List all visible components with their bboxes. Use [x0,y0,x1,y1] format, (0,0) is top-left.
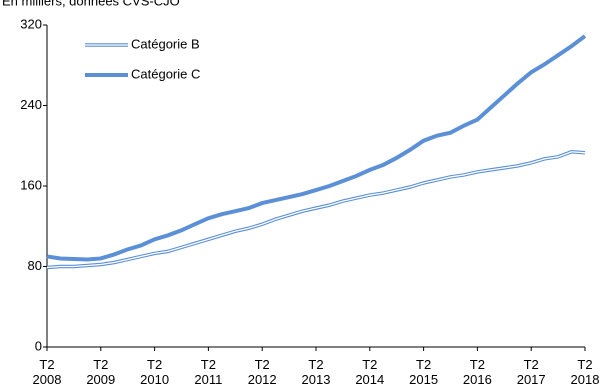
y-tick-label: 240 [20,97,42,112]
x-tick-label: T2 2009 [86,357,116,387]
y-tick-label: 160 [20,177,42,192]
y-tick-label: 0 [35,338,42,353]
x-tick-label: T2 2010 [140,357,170,387]
x-tick-label: T2 2016 [462,357,492,387]
x-tick-label: T2 2013 [301,357,331,387]
legend-label: Catégorie B [131,36,200,51]
x-tick-label: T2 2014 [355,357,385,387]
x-tick-label: T2 2011 [194,357,223,387]
x-tick-label: T2 2018 [570,357,600,387]
y-tick-label: 80 [28,258,42,273]
legend-label: Catégorie C [131,66,200,81]
y-tick-label: 320 [20,16,42,31]
x-tick-label: T2 2017 [516,357,546,387]
chart-subtitle: En milliers, données CVS-CJO [2,0,180,8]
line [46,34,587,262]
x-tick-label: T2 2012 [247,357,277,387]
x-tick-label: T2 2008 [32,357,62,387]
line [46,151,586,269]
x-tick-label: T2 2015 [409,357,439,387]
